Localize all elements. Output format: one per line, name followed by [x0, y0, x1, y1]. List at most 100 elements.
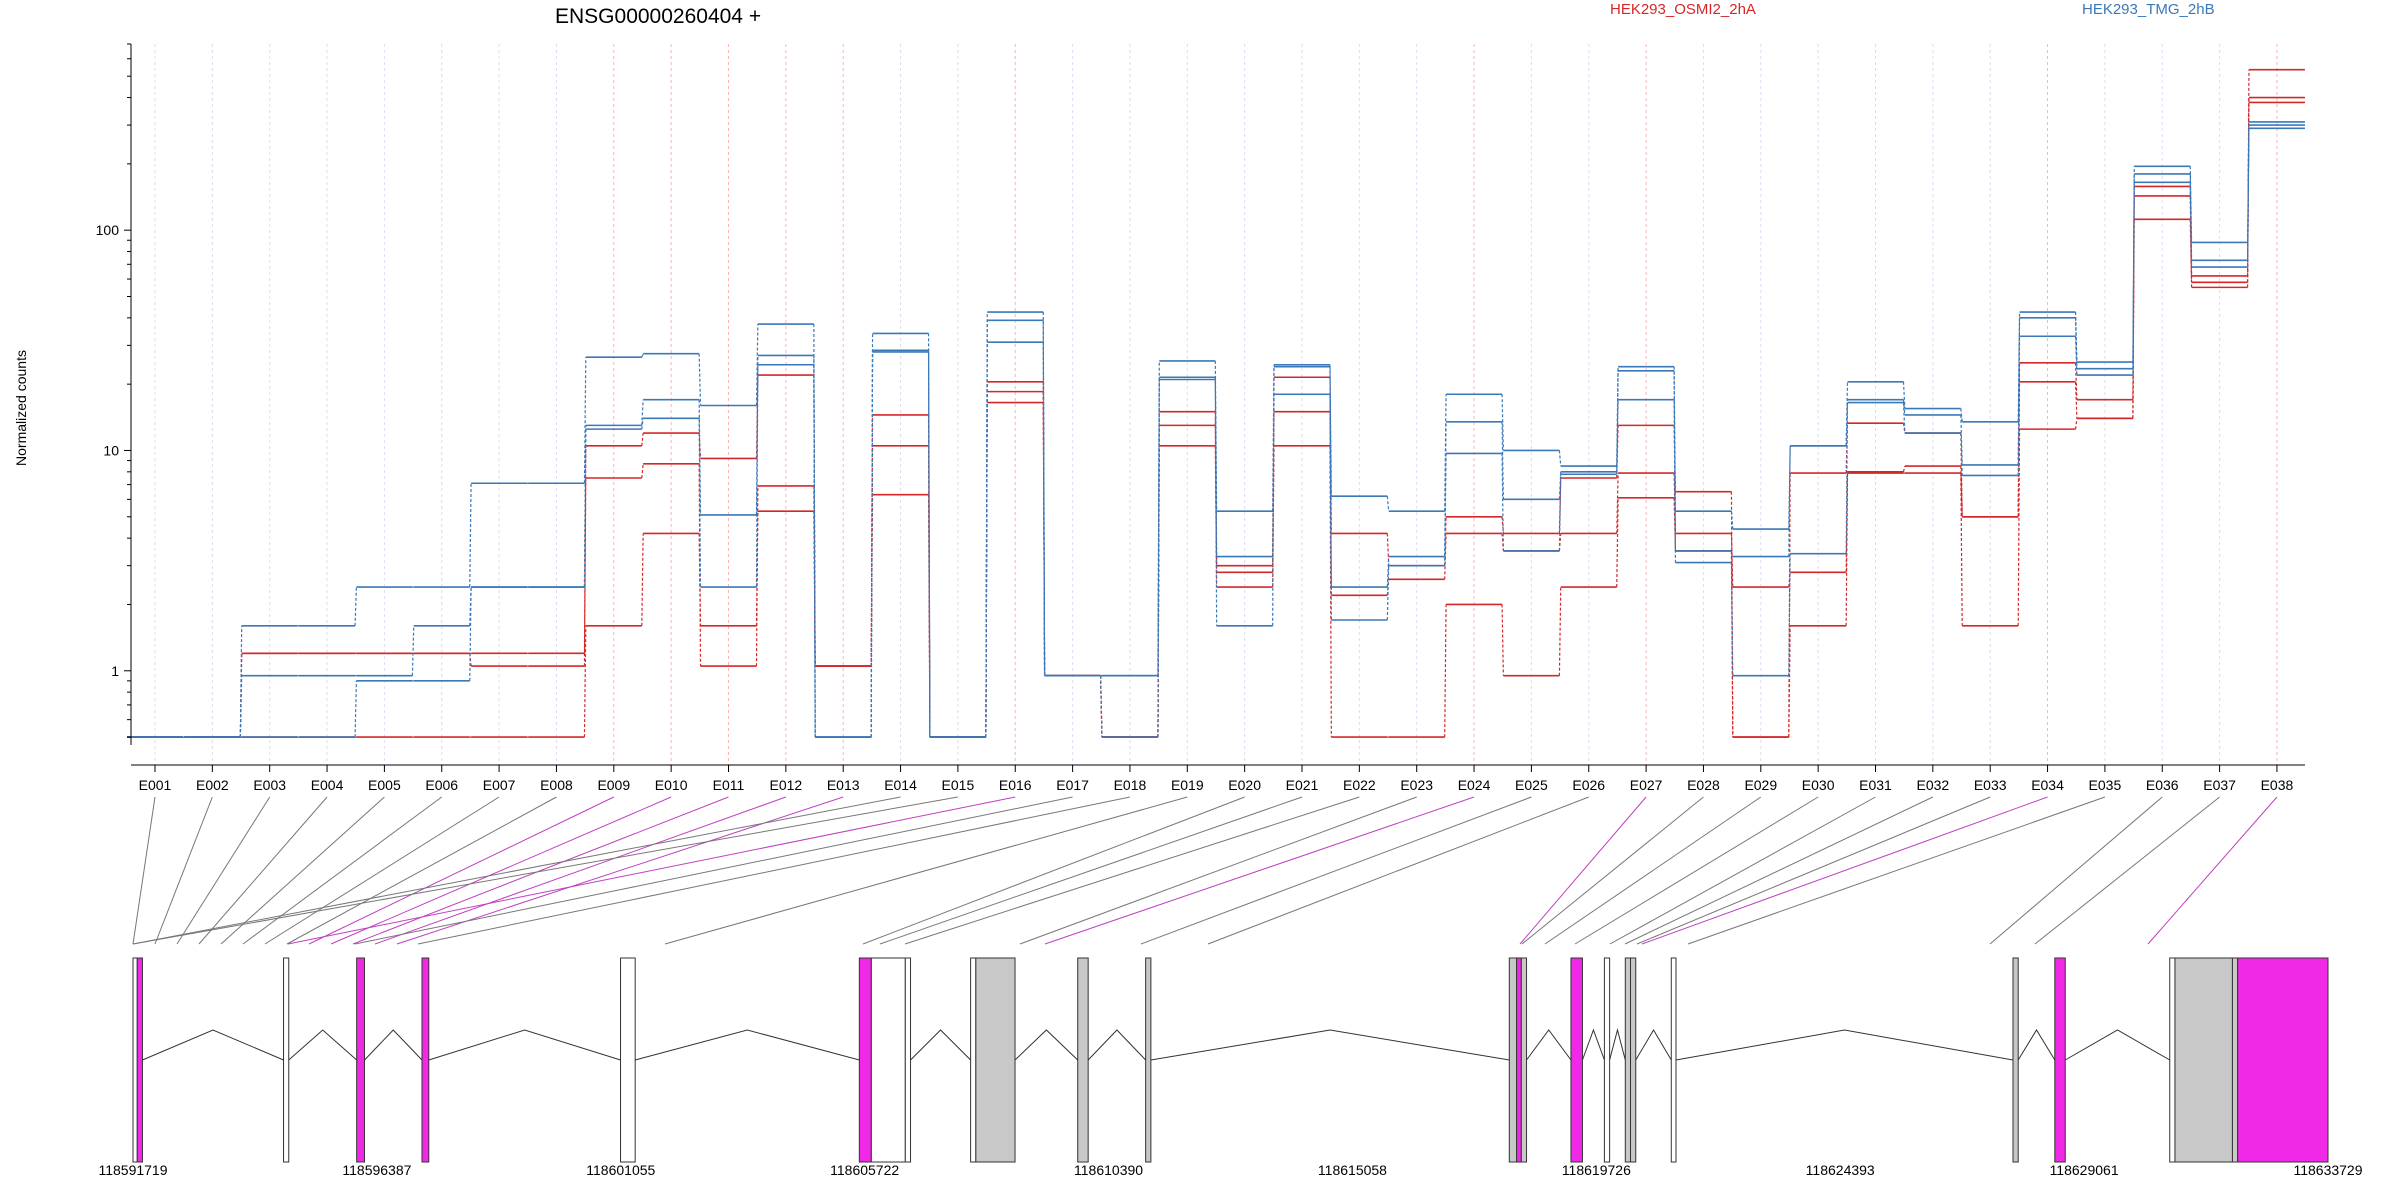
series-3-connector — [698, 353, 702, 406]
gene-exon-2 — [283, 957, 290, 1163]
series-4-connector — [641, 399, 644, 426]
x-tick-label-e025: E025 — [1515, 777, 1548, 793]
y-axis: 1 10 100 — [96, 43, 132, 745]
series-3-connector — [1902, 381, 1906, 409]
series-5-connector — [1616, 399, 1619, 475]
gene-exon-3 — [356, 957, 366, 1163]
series-2-connector — [1673, 497, 1677, 551]
connector-e022 — [904, 796, 1360, 945]
series-2-connector — [1329, 445, 1332, 738]
intron — [2017, 1029, 2056, 1061]
series-5-connector — [1788, 553, 1791, 676]
gene-model — [132, 957, 2329, 1163]
gene-exon-24 — [2174, 957, 2233, 1163]
series-4-connector — [239, 675, 243, 738]
connector-e019 — [664, 796, 1188, 945]
connector-e035 — [1687, 796, 2106, 945]
series-2-connector — [755, 511, 759, 626]
series-4-connector — [1558, 471, 1562, 500]
connector-e007 — [264, 796, 500, 945]
series-2-connector — [1730, 550, 1734, 738]
series-5-connector — [1272, 366, 1275, 626]
legend-item-tmg: HEK293_TMG_2hB — [2082, 1, 2215, 18]
series-4-connector — [1730, 550, 1734, 557]
connector-e010 — [330, 796, 672, 945]
series-5-connector — [870, 351, 874, 738]
series-4-connector — [411, 625, 415, 676]
x-tick-label-e031: E031 — [1859, 777, 1892, 793]
series-5-connector — [1386, 565, 1390, 621]
series-3-connector — [469, 483, 472, 588]
series-0-connector — [1902, 423, 1906, 434]
x-tick-label-e010: E010 — [655, 777, 688, 793]
series-5-connector — [469, 587, 472, 681]
series-5-connector — [1501, 453, 1504, 551]
x-tick-label-e032: E032 — [1916, 777, 1949, 793]
x-tick-label-e034: E034 — [2031, 777, 2064, 793]
genomic-tick-label: 118624393 — [1806, 1162, 1875, 1178]
intron — [142, 1029, 284, 1061]
connector-e028 — [1521, 796, 1704, 945]
series-5-connector — [2247, 128, 2250, 268]
x-tick-label-e029: E029 — [1744, 777, 1777, 793]
intron — [1675, 1029, 2014, 1061]
intron — [364, 1029, 423, 1061]
series-5-connector — [354, 680, 357, 738]
gene-exon-7 — [870, 957, 906, 1163]
x-tick-label-e036: E036 — [2146, 777, 2179, 793]
series-5-connector — [755, 364, 759, 588]
series-4-connector — [1960, 414, 1963, 465]
gene-exon-14 — [1516, 957, 1522, 1163]
connector-e032 — [1624, 796, 1934, 945]
connector-e033 — [1636, 796, 1991, 945]
series-4-connector — [1386, 556, 1390, 588]
gene-exon-6 — [858, 957, 872, 1163]
connector-e006 — [242, 796, 443, 945]
intron — [2064, 1029, 2170, 1061]
x-tick-label-e033: E033 — [1974, 777, 2007, 793]
gene-exon-0 — [132, 957, 138, 1163]
x-tick-label-e008: E008 — [540, 777, 573, 793]
x-tick-label-e038: E038 — [2261, 777, 2294, 793]
gene-exon-23 — [2169, 957, 2176, 1163]
x-tick-label-e002: E002 — [196, 777, 229, 793]
series-5-connector — [2074, 336, 2078, 376]
gene-exon-9 — [970, 957, 977, 1163]
x-tick-label-e024: E024 — [1458, 777, 1491, 793]
gene-exon-5 — [620, 957, 636, 1163]
exon-connector-lines — [132, 796, 2278, 945]
genomic-tick-label: 118610390 — [1074, 1162, 1143, 1178]
connector-e037 — [2034, 796, 2220, 945]
connector-e025 — [1140, 796, 1532, 945]
series-5-connector — [1100, 675, 1103, 738]
series-4-connector — [2247, 125, 2250, 261]
series-3-connector — [1960, 408, 1963, 422]
connector-e011 — [352, 796, 729, 945]
series-4-connector — [1902, 399, 1906, 415]
genomic-tick-label: 118605722 — [830, 1162, 899, 1178]
series-3-connector — [583, 357, 587, 484]
series-2-connector — [1558, 587, 1562, 676]
series-4-connector — [1501, 421, 1504, 500]
gene-exon-12 — [1145, 957, 1152, 1163]
intron — [635, 1029, 860, 1061]
chart-title: ENSG00000260404 + — [555, 5, 761, 28]
genomic-tick-label: 118591719 — [98, 1162, 167, 1178]
series-5-connector — [1214, 379, 1218, 626]
gene-exon-26 — [2237, 957, 2329, 1163]
connector-e038 — [2147, 796, 2278, 945]
intron — [288, 1029, 358, 1061]
series-1-connector — [1902, 465, 1906, 472]
series-2-connector — [1845, 473, 1849, 626]
series-5-connector — [1960, 433, 1963, 476]
series-4-connector — [698, 399, 702, 515]
series-5-connector — [641, 418, 644, 430]
genomic-tick-label: 118601055 — [586, 1162, 655, 1178]
series-1-connector — [755, 485, 759, 667]
series-5-connector — [1329, 366, 1332, 621]
gene-exon-11 — [1077, 957, 1089, 1163]
x-tick-label-e020: E020 — [1228, 777, 1261, 793]
gene-exon-17 — [1603, 957, 1611, 1163]
x-tick-label-e007: E007 — [483, 777, 516, 793]
gene-exon-22 — [2054, 957, 2066, 1163]
